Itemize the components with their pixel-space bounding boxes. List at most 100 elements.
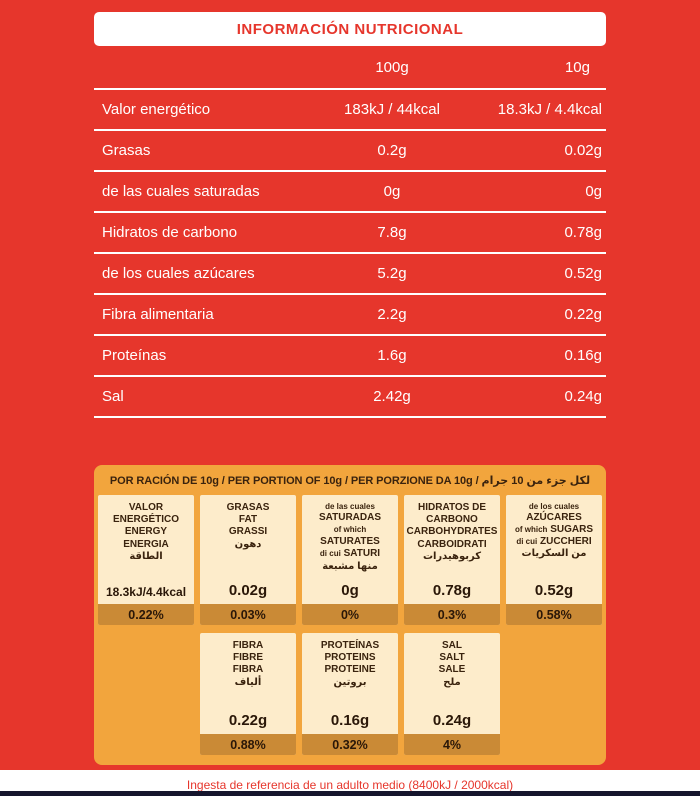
card-carbohydrates: HIDRATOS DE CARBONO CARBOHYDRATES CARBOI… (404, 495, 500, 625)
value-10g: 0g (585, 183, 602, 200)
card-line: HIDRATOS DE (418, 502, 486, 513)
table-row-carbohydrates: Hidratos de carbono 7.8g 0.78g (94, 213, 606, 254)
card-line-segment: SATURATES (320, 536, 380, 548)
card-line: GRASAS (226, 502, 270, 513)
value-10g: 0.78g (564, 224, 602, 241)
card-line: AZÚCARES (526, 511, 582, 523)
value-100g: 2.42g (373, 388, 411, 405)
card-line: GRASSI (228, 526, 268, 538)
card-line-arabic: ألياف (234, 676, 262, 688)
red-background-panel: INFORMACIÓN NUTRICIONAL 100g 10g Valor e… (0, 0, 700, 770)
card-percent-badge: 0.32% (302, 734, 398, 755)
page-title: INFORMACIÓN NUTRICIONAL (236, 20, 464, 38)
value-10g: 0.16g (564, 347, 602, 364)
card-value: 0.16g (330, 712, 370, 729)
row-label: Hidratos de carbono (102, 224, 238, 241)
card-salt: SAL SALT SALE ملح 0.24g 4% (404, 633, 500, 755)
card-lines: GRASAS FAT GRASSI دهون (200, 495, 296, 582)
card-line: de los cuales (528, 502, 580, 511)
card-lines: FIBRA FIBRE FIBRA ألياف (200, 633, 296, 712)
row-label: Sal (102, 388, 124, 405)
card-value: 0.52g (534, 582, 574, 599)
card-line-arabic: ملح (443, 676, 461, 688)
card-line: FAT (238, 514, 258, 526)
card-line: of which SUGARS (506, 524, 602, 536)
card-line-arabic: الطاقة (129, 550, 163, 562)
title-bar: INFORMACIÓN NUTRICIONAL (94, 12, 606, 46)
value-100g: 0g (383, 183, 401, 200)
row-label: Valor energético (102, 101, 211, 118)
value-100g: 2.2g (377, 306, 407, 323)
value-100g: 1.6g (377, 347, 407, 364)
table-row-fibre: Fibra alimentaria 2.2g 0.22g (94, 295, 606, 336)
table-row-sugars: de los cuales azúcares 5.2g 0.52g (94, 254, 606, 295)
cards-row-2: FIBRA FIBRE FIBRA ألياف 0.22g 0.88% PROT… (98, 633, 602, 755)
card-line-segment: of which (333, 524, 367, 534)
table-row-salt: Sal 2.42g 0.24g (94, 377, 606, 418)
card-value: 0.78g (432, 582, 472, 599)
value-100g: 0.2g (377, 142, 407, 159)
card-line-arabic: منها مشبعة (322, 560, 378, 572)
card-line-segment: SUGARS (550, 523, 594, 535)
row-label: Fibra alimentaria (102, 306, 214, 323)
card-line-segment: ZUCCHERI (540, 536, 592, 548)
card-line: ENERGY (124, 526, 168, 538)
card-line-arabic: دهون (234, 538, 262, 550)
card-line: CARBOHYDRATES (406, 526, 498, 538)
card-value: 0g (341, 582, 359, 599)
card-value: 0.02g (228, 582, 268, 599)
card-lines: HIDRATOS DE CARBONO CARBOHYDRATES CARBOI… (404, 495, 500, 582)
card-percent-badge: 0.22% (98, 604, 194, 625)
card-energy: VALOR ENERGÉTICO ENERGY ENERGIA الطاقة 1… (98, 495, 194, 625)
row-label: Proteínas (102, 347, 167, 364)
card-line: ENERGIA (123, 538, 169, 550)
portion-panel: POR RACIÓN DE 10g / PER PORTION OF 10g /… (94, 465, 606, 765)
card-sugars: de los cuales AZÚCARES of which SUGARS d… (506, 495, 602, 625)
card-lines: de los cuales AZÚCARES of which SUGARS d… (506, 495, 602, 582)
row-label: de los cuales azúcares (102, 265, 255, 282)
card-line: PROTEÍNAS (320, 640, 380, 651)
card-saturates: de las cuales SATURADAS of which SATURAT… (302, 495, 398, 625)
card-protein: PROTEÍNAS PROTEINS PROTEINE بروتين 0.16g… (302, 633, 398, 755)
card-line: of which SATURATES (302, 524, 398, 548)
card-percent-badge: 4% (404, 734, 500, 755)
table-row-fat: Grasas 0.2g 0.02g (94, 131, 606, 172)
row-label: de las cuales saturadas (102, 183, 260, 200)
table-row-saturates: de las cuales saturadas 0g 0g (94, 172, 606, 213)
bottom-border-line (0, 791, 700, 796)
card-line-segment: di cui (319, 549, 341, 559)
card-line-arabic: بروتين (333, 676, 367, 688)
card-lines: de las cuales SATURADAS of which SATURAT… (302, 495, 398, 582)
card-line: ENERGÉTICO (112, 514, 180, 526)
card-value: 0.24g (432, 712, 472, 729)
card-line: PROTEINS (324, 652, 376, 664)
cards-row-1: VALOR ENERGÉTICO ENERGY ENERGIA الطاقة 1… (98, 495, 602, 625)
card-line-segment: di cui (516, 537, 538, 547)
card-lines: PROTEÍNAS PROTEINS PROTEINE بروتين (302, 633, 398, 712)
card-percent-badge: 0% (302, 604, 398, 625)
card-percent-badge: 0.3% (404, 604, 500, 625)
card-line: CARBOIDRATI (417, 538, 487, 550)
row-label: Grasas (102, 142, 151, 159)
value-10g: 0.24g (564, 388, 602, 405)
value-10g: 0.52g (564, 265, 602, 282)
card-line: di cui ZUCCHERI (506, 536, 602, 548)
card-lines: SAL SALT SALE ملح (404, 633, 500, 712)
table-row-energy: Valor energético 183kJ / 44kcal 18.3kJ /… (94, 90, 606, 131)
card-line-segment: SATURI (343, 548, 381, 560)
value-10g: 18.3kJ / 4.4kcal (497, 101, 602, 118)
label-content: INFORMACIÓN NUTRICIONAL 100g 10g Valor e… (94, 0, 606, 765)
card-line: CARBONO (426, 514, 478, 526)
card-line: SAL (442, 640, 462, 651)
card-fat: GRASAS FAT GRASSI دهون 0.02g 0.03% (200, 495, 296, 625)
column-header-100g: 100g (375, 58, 409, 76)
value-100g: 183kJ / 44kcal (344, 101, 440, 118)
table-row-protein: Proteínas 1.6g 0.16g (94, 336, 606, 377)
card-value: 0.22g (228, 712, 268, 729)
card-lines: VALOR ENERGÉTICO ENERGY ENERGIA الطاقة (98, 495, 194, 585)
value-10g: 0.02g (564, 142, 602, 159)
card-line: VALOR (128, 502, 164, 513)
card-fibre: FIBRA FIBRE FIBRA ألياف 0.22g 0.88% (200, 633, 296, 755)
value-100g: 7.8g (377, 224, 407, 241)
